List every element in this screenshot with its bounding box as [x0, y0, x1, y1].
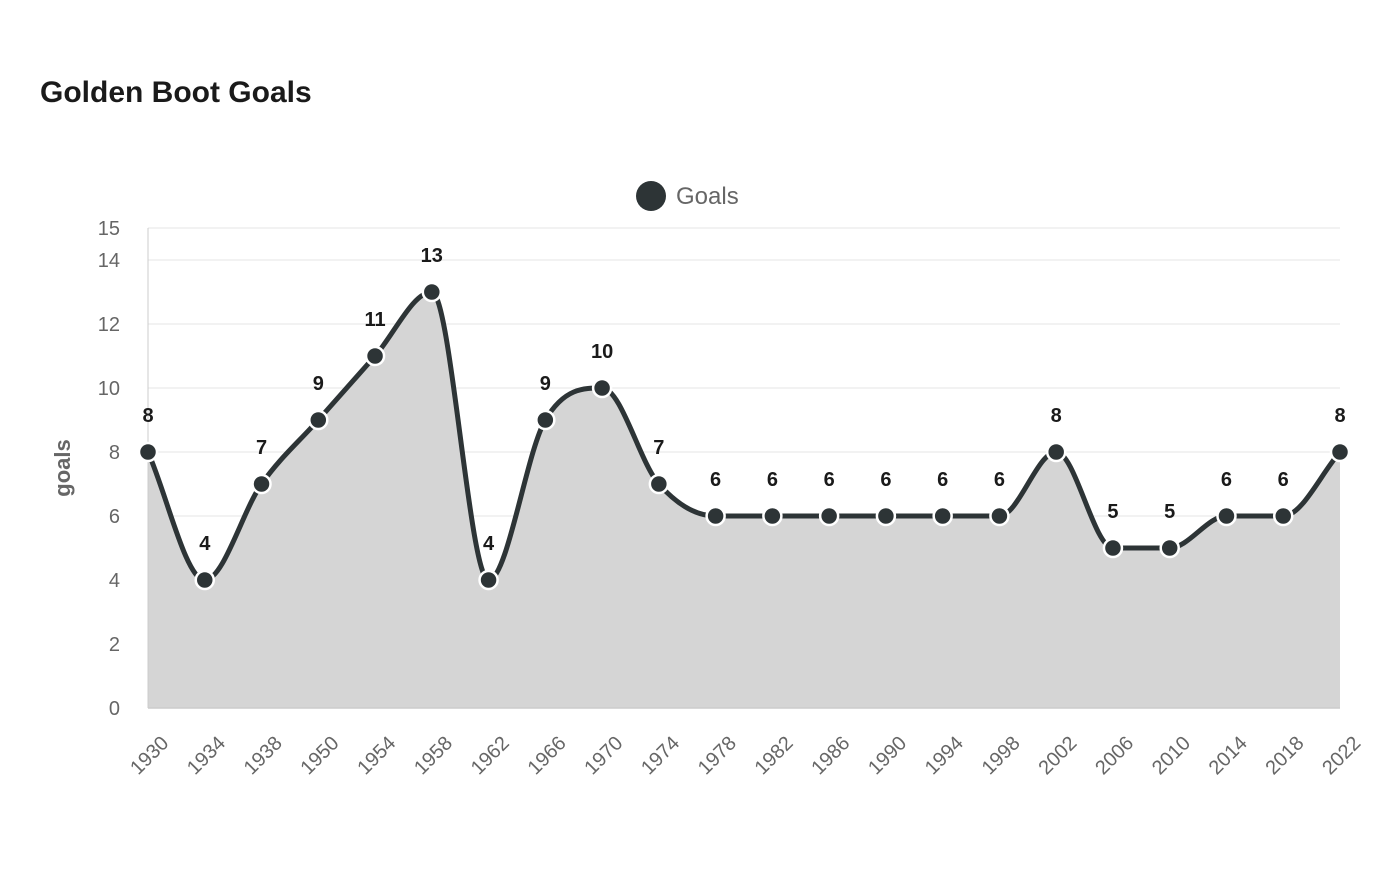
x-tick-label: 1958: [410, 732, 457, 779]
data-label: 6: [1278, 469, 1289, 491]
area-fill: [148, 292, 1340, 708]
x-tick-label: 1978: [694, 732, 741, 779]
data-labels: 8 4 7 9 11 13 4 9 10 7 6 6 6 6 6 6 8 5 5 6 6 8: [142, 245, 1345, 555]
data-label: 6: [994, 469, 1005, 491]
x-tick-label: 1998: [978, 732, 1025, 779]
x-tick-labels: 1930 1934 1938 1950 1954 1958 1962 1966 1970 1974…: [126, 732, 1365, 779]
legend[interactable]: Goals: [636, 181, 739, 211]
x-tick-label: 1966: [524, 732, 571, 779]
data-point[interactable]: [818, 505, 840, 527]
data-label: 6: [767, 469, 778, 491]
data-label: 10: [591, 341, 613, 363]
legend-label-goals: Goals: [676, 183, 739, 210]
y-tick-labels: 0 2 4 6 8 10 12 14 15: [98, 218, 120, 720]
data-label: 9: [313, 373, 324, 395]
data-label: 9: [540, 373, 551, 395]
x-tick-label: 2010: [1148, 732, 1195, 779]
x-tick-label: 1934: [183, 732, 230, 779]
y-tick-label: 4: [109, 570, 120, 592]
data-label: 4: [199, 533, 211, 555]
x-tick-label: 1974: [637, 732, 684, 779]
data-point[interactable]: [251, 473, 272, 495]
y-tick-label: 6: [109, 506, 120, 528]
x-tick-label: 1954: [353, 732, 400, 779]
data-point[interactable]: [421, 281, 443, 303]
data-point[interactable]: [932, 505, 953, 527]
x-tick-label: 1930: [126, 732, 173, 779]
data-label: 6: [1221, 469, 1232, 491]
data-points: [137, 281, 1351, 591]
data-point[interactable]: [137, 441, 159, 463]
y-tick-label: 2: [109, 634, 120, 656]
data-label: 4: [483, 533, 495, 555]
data-point[interactable]: [364, 345, 386, 367]
data-label: 8: [1051, 405, 1062, 427]
data-point[interactable]: [762, 505, 783, 527]
x-tick-label: 1970: [580, 732, 627, 779]
data-label: 13: [421, 245, 443, 267]
data-point[interactable]: [1045, 441, 1067, 463]
y-tick-label: 12: [98, 314, 120, 336]
data-point[interactable]: [478, 569, 499, 591]
data-point[interactable]: [1159, 537, 1180, 559]
x-tick-label: 2022: [1318, 732, 1365, 779]
data-label: 8: [1334, 405, 1345, 427]
data-label: 6: [710, 469, 721, 491]
data-point[interactable]: [1272, 505, 1294, 527]
data-label: 6: [824, 469, 835, 491]
x-tick-label: 1994: [921, 732, 968, 779]
data-point[interactable]: [1216, 505, 1237, 527]
data-label: 11: [364, 309, 385, 331]
x-tick-label: 1950: [297, 732, 344, 779]
data-point[interactable]: [705, 505, 726, 527]
data-label: 7: [256, 437, 267, 459]
data-label: 5: [1164, 501, 1175, 523]
x-tick-label: 1990: [864, 732, 911, 779]
data-point[interactable]: [648, 473, 670, 495]
data-point[interactable]: [591, 377, 613, 399]
y-tick-label: 8: [109, 442, 120, 464]
data-point[interactable]: [875, 505, 897, 527]
y-tick-label: 10: [98, 378, 120, 400]
data-label: 5: [1107, 501, 1118, 523]
data-label: 6: [880, 469, 891, 491]
data-point[interactable]: [1102, 537, 1124, 559]
data-point[interactable]: [1329, 441, 1351, 463]
data-label: 8: [142, 405, 153, 427]
data-point[interactable]: [308, 409, 329, 431]
x-tick-label: 2006: [1091, 732, 1138, 779]
x-tick-label: 2014: [1205, 732, 1252, 779]
x-tick-label: 1962: [467, 732, 514, 779]
x-tick-label: 1938: [240, 732, 287, 779]
data-label: 6: [937, 469, 948, 491]
x-tick-label: 1986: [807, 732, 854, 779]
y-axis-label: goals: [50, 439, 75, 496]
y-tick-label: 15: [98, 218, 120, 240]
x-tick-label: 2002: [1034, 732, 1081, 779]
y-tick-label: 0: [109, 698, 120, 720]
y-tick-label: 14: [98, 250, 120, 272]
data-point[interactable]: [194, 569, 216, 591]
data-point[interactable]: [989, 505, 1010, 527]
x-tick-label: 2018: [1261, 732, 1308, 779]
x-tick-label: 1982: [751, 732, 798, 779]
data-point[interactable]: [535, 409, 556, 431]
legend-marker-goals: [636, 181, 666, 211]
data-label: 7: [653, 437, 664, 459]
chart-title: Golden Boot Goals: [40, 76, 312, 109]
